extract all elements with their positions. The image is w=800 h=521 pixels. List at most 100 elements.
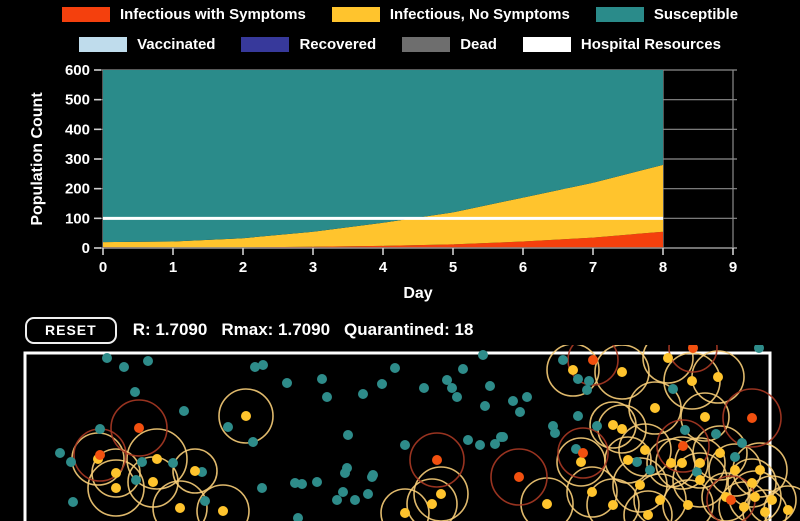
agent-susceptible [475, 440, 485, 450]
population-chart-svg: 0 1 2 3 4 5 6 7 8 9 0 100 200 300 400 500 600 Day Populati… [29, 62, 737, 302]
chart-axes: 0 1 2 3 4 5 6 7 8 9 0 100 200 300 400 500 600 [65, 62, 737, 276]
agent-susceptible [463, 435, 473, 445]
agent-infectious-no-symptoms [783, 505, 793, 515]
agent-infectious-no-symptoms [218, 506, 228, 516]
agent-infectious-no-symptoms [427, 499, 437, 509]
agent-infectious-no-symptoms [111, 483, 121, 493]
infection-ring-no-symptoms [727, 458, 777, 508]
agent-susceptible [680, 425, 690, 435]
agent-infectious-no-symptoms [695, 475, 705, 485]
agent-susceptible [508, 396, 518, 406]
agent-infectious-no-symptoms [655, 495, 665, 505]
agent-infectious-with-symptoms [678, 441, 688, 451]
infection-ring-no-symptoms [152, 480, 208, 521]
agent-susceptible [550, 428, 560, 438]
legend-label: Dead [460, 36, 497, 53]
agent-susceptible [282, 378, 292, 388]
legend-item-infectious-no-symptoms: Infectious, No Symptoms [331, 6, 570, 23]
agent-infectious-no-symptoms [683, 500, 693, 510]
agent-susceptible [102, 353, 112, 363]
simulation-canvas[interactable] [0, 345, 800, 521]
agent-susceptible [250, 362, 260, 372]
agent-susceptible [522, 392, 532, 402]
legend-label: Infectious, No Symptoms [389, 6, 570, 23]
agent-infectious-no-symptoms [576, 457, 586, 467]
agent-susceptible [711, 429, 721, 439]
agent-susceptible [730, 452, 740, 462]
agent-infectious-no-symptoms [148, 477, 158, 487]
agent-infectious-no-symptoms [190, 466, 200, 476]
simulation-stats: R: 1.7090 Rmax: 1.7090 Quarantined: 18 [133, 320, 474, 340]
legend-item-dead: Dead [402, 36, 497, 53]
y-tick-label: 0 [82, 240, 90, 257]
legend-swatch-dead [402, 37, 451, 52]
agent-susceptible [312, 477, 322, 487]
infection-ring-no-symptoms [87, 459, 145, 517]
agent-infectious-no-symptoms [542, 499, 552, 509]
agent-susceptible [478, 350, 488, 360]
agent-susceptible [350, 495, 360, 505]
agent-susceptible [452, 392, 462, 402]
agent-infectious-no-symptoms [436, 489, 446, 499]
agent-susceptible [754, 345, 764, 353]
agent-infectious-no-symptoms [568, 365, 578, 375]
infection-ring-no-symptoms [413, 466, 469, 521]
infection-ring-with-symptoms [409, 432, 465, 488]
infection-ring-no-symptoms [623, 490, 673, 521]
agent-susceptible [119, 362, 129, 372]
agent-infectious-no-symptoms [241, 411, 251, 421]
agent-susceptible [293, 513, 303, 521]
legend-swatch-infectious-no-symptoms [331, 7, 380, 22]
infection-ring-with-symptoms [490, 448, 548, 506]
agent-infectious-no-symptoms [152, 454, 162, 464]
agent-infectious-no-symptoms [623, 455, 633, 465]
agent-susceptible [257, 483, 267, 493]
agent-susceptible [95, 424, 105, 434]
agent-susceptible [458, 364, 468, 374]
agent-susceptible [496, 432, 506, 442]
y-axis-label: Population Count [29, 92, 46, 226]
infection-ring-no-symptoms [172, 448, 218, 494]
agent-susceptible [248, 437, 258, 447]
infection-ring-no-symptoms [566, 466, 618, 518]
infection-rings [71, 345, 800, 521]
agent-susceptible [368, 470, 378, 480]
agent-susceptible [363, 489, 373, 499]
y-tick-label: 400 [65, 121, 90, 138]
infection-ring-no-symptoms [594, 345, 650, 400]
agent-susceptible [632, 457, 642, 467]
legend-item-hospital-resources: Hospital Resources [522, 36, 721, 53]
agent-susceptible [582, 385, 592, 395]
y-tick-label: 300 [65, 151, 90, 168]
agent-infectious-no-symptoms [713, 372, 723, 382]
reset-button[interactable]: RESET [25, 316, 117, 344]
agent-infectious-no-symptoms [650, 403, 660, 413]
legend-label: Infectious with Symptoms [119, 6, 306, 23]
legend-row-2: Vaccinated Recovered Dead Hospital Resource… [0, 36, 800, 53]
agent-susceptible [55, 448, 65, 458]
infection-ring-no-symptoms [218, 388, 274, 444]
legend-item-vaccinated: Vaccinated [79, 36, 215, 53]
agent-infectious-no-symptoms [666, 458, 676, 468]
agent-susceptible [592, 421, 602, 431]
area-infectious-with-symptoms [103, 231, 663, 248]
agent-infectious-with-symptoms [688, 345, 698, 353]
legend-swatch-infectious-with-symptoms [61, 7, 110, 22]
agent-infectious-no-symptoms [760, 507, 770, 517]
infection-ring-with-symptoms [722, 388, 782, 448]
agent-infectious-with-symptoms [432, 455, 442, 465]
agent-susceptible [131, 475, 141, 485]
y-tick-label: 500 [65, 92, 90, 109]
agent-susceptible [584, 376, 594, 386]
agent-susceptible [332, 495, 342, 505]
agent-infectious-no-symptoms [747, 478, 757, 488]
infection-ring-no-symptoms [126, 428, 188, 490]
agent-susceptible [377, 379, 387, 389]
legend-swatch-hospital-resources [522, 37, 571, 52]
agent-infectious-no-symptoms [643, 510, 653, 520]
agent-susceptible [343, 430, 353, 440]
agent-infectious-no-symptoms [663, 353, 673, 363]
agent-susceptible [558, 355, 568, 365]
legend-label: Susceptible [653, 6, 739, 23]
infection-ring-no-symptoms [380, 488, 430, 521]
